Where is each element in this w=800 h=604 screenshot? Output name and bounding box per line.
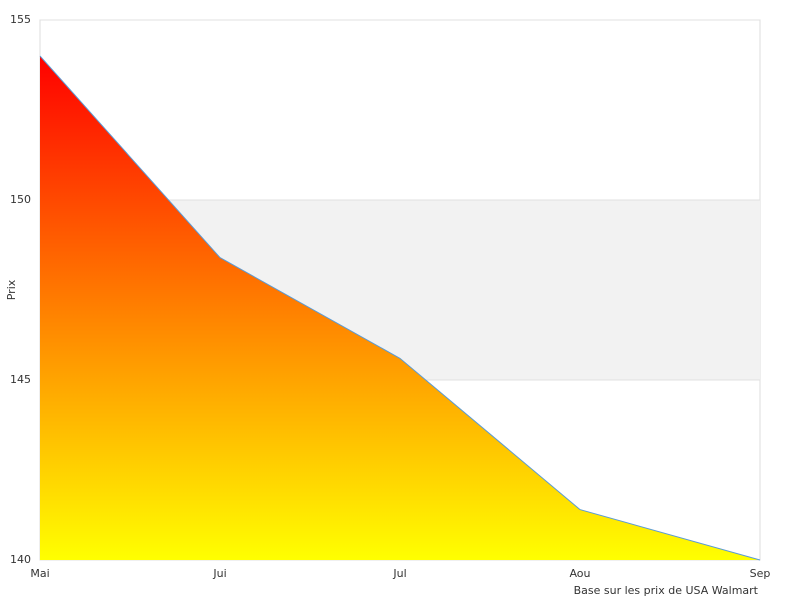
y-tick-label: 140 bbox=[10, 553, 31, 566]
x-tick-label: Aou bbox=[569, 567, 590, 580]
y-axis-label: Prix bbox=[5, 279, 18, 300]
x-tick-label: Mai bbox=[30, 567, 49, 580]
area bbox=[40, 56, 760, 560]
line bbox=[39, 55, 761, 561]
y-tick-label: 145 bbox=[10, 373, 31, 386]
y-tick-label: 150 bbox=[10, 193, 31, 206]
x-tick-label: Jui bbox=[212, 567, 226, 580]
footnote: Base sur les prix de USA Walmart bbox=[574, 584, 759, 597]
y-tick-label: 155 bbox=[10, 13, 31, 26]
x-tick-label: Jul bbox=[392, 567, 406, 580]
x-tick-label: Sep bbox=[750, 567, 771, 580]
